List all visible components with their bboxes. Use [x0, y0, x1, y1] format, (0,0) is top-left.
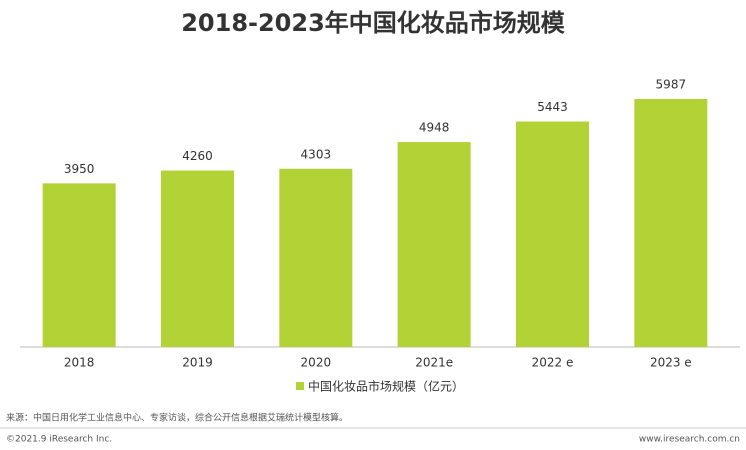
- value-label: 4303: [301, 147, 332, 161]
- x-tick-label: 2021e: [415, 356, 453, 370]
- x-tick-label: 2020: [301, 356, 332, 370]
- value-label: 5443: [537, 100, 568, 114]
- bar: [516, 121, 589, 348]
- value-label: 3950: [64, 162, 95, 176]
- x-tick-label: 2023 e: [650, 356, 692, 370]
- legend-swatch: [296, 382, 304, 390]
- legend-label: 中国化妆品市场规模（亿元）: [308, 379, 464, 394]
- bar: [397, 142, 471, 347]
- x-tick-label: 2019: [182, 356, 213, 370]
- value-label: 5987: [656, 78, 687, 92]
- x-tick-label: 2018: [64, 356, 95, 370]
- bar: [161, 170, 234, 347]
- source-note: 来源：中国日用化学工业信息中心、专家访谈，综合公开信息根据艾瑞统计模型核算。: [6, 412, 348, 424]
- bar: [634, 99, 708, 347]
- website: www.iresearch.com.cn: [639, 435, 740, 445]
- x-tick-label: 2022 e: [532, 356, 574, 370]
- chart-title: 2018-2023年中国化妆品市场规模: [181, 9, 566, 37]
- copyright: ©2021.9 iResearch Inc.: [6, 435, 112, 445]
- bar: [279, 168, 353, 347]
- value-label: 4260: [182, 149, 213, 163]
- value-label: 4948: [419, 121, 450, 135]
- bar: [42, 183, 116, 347]
